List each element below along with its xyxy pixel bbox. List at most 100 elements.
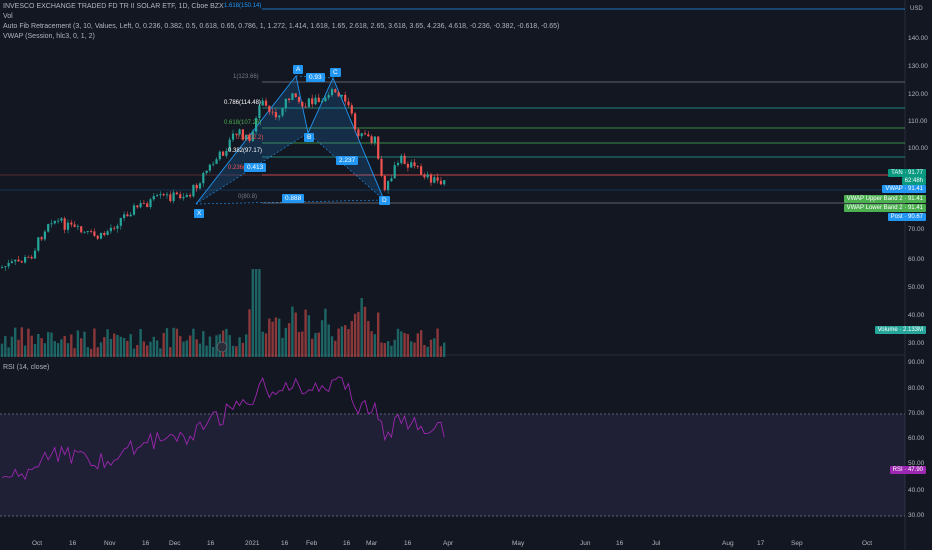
y-tick: 120.00 (908, 91, 928, 98)
currency-label[interactable]: USD (910, 6, 923, 12)
candle-body (354, 113, 357, 130)
volume-bar (429, 339, 433, 357)
volume-bar (10, 336, 14, 357)
point-c-label: C (330, 68, 341, 77)
x-tick: Dec (169, 540, 181, 547)
rsi-y-tick: 60.00 (908, 435, 925, 442)
legend-fib[interactable]: Auto Fib Retracement (3, 10, Values, Lef… (3, 23, 560, 30)
volume-bar (4, 336, 7, 357)
volume-bar (208, 336, 212, 357)
candle-body (439, 180, 442, 185)
candle-body (0, 267, 4, 269)
volume-bar (63, 336, 66, 357)
price-candles (0, 87, 446, 271)
volume-bar (149, 341, 152, 357)
fib-label-1618: 1.618(150.14) (224, 3, 262, 9)
rsi-y-tick: 90.00 (908, 359, 925, 366)
volume-bar (47, 332, 50, 357)
candle-body (228, 139, 231, 151)
volume-bar (423, 344, 426, 357)
candle-body (357, 129, 360, 137)
fib-label-0: 0(80.8) (238, 194, 258, 200)
volume-bar (155, 340, 159, 357)
volume-bar (433, 338, 436, 357)
x-tick: Sep (791, 540, 803, 547)
candle-body (291, 93, 294, 101)
volume-bar (281, 337, 284, 357)
volume-bar (60, 339, 63, 357)
volume-bar (271, 321, 274, 357)
candle-body (50, 223, 53, 225)
volume-bar (314, 332, 317, 357)
volume-bar (179, 336, 182, 357)
volume-bar (344, 325, 347, 357)
volume-bar (301, 331, 304, 357)
candle-body (274, 112, 277, 118)
candle-body (83, 231, 86, 233)
volume-bar (172, 327, 175, 357)
volume-bar (251, 269, 254, 357)
candle-body (119, 217, 122, 226)
candle-body (136, 205, 139, 208)
events-icon[interactable] (216, 341, 228, 353)
legend-vol[interactable]: Vol (3, 13, 13, 20)
candle-body (284, 98, 287, 109)
candle-body (294, 93, 297, 98)
volume-bar (169, 347, 172, 357)
rsi-tag: RSI · 47.90 (889, 466, 926, 474)
volume-bar (80, 338, 83, 357)
y-tick: 40.00 (908, 312, 925, 319)
volume-bar (20, 327, 23, 357)
candle-body (132, 205, 136, 215)
volume-bar (274, 317, 278, 357)
candle-body (436, 177, 439, 181)
volume-bar (340, 326, 344, 357)
volume-bar (377, 312, 380, 357)
point-x-label: X (194, 209, 205, 218)
rsi-title[interactable]: RSI (14, close) (3, 364, 50, 371)
volume-bar (56, 343, 60, 357)
volume-bar (307, 315, 311, 357)
candle-body (383, 175, 386, 191)
volume-bar (416, 333, 419, 357)
ratio-ab: 0.93 (306, 73, 325, 82)
candle-body (175, 192, 178, 195)
volume-bar (215, 335, 218, 357)
candle-body (215, 159, 218, 164)
volume-bar (363, 306, 367, 357)
volume-bar (106, 329, 109, 357)
volume-bar (86, 347, 89, 357)
y-tick: 30.00 (908, 340, 925, 347)
symbol-title[interactable]: INVESCO EXCHANGE TRADED FD TR II SOLAR E… (3, 3, 224, 10)
x-tick: Jul (652, 540, 661, 547)
volume-bar (83, 331, 86, 357)
volume-bar (50, 332, 53, 357)
candle-body (37, 237, 40, 251)
candle-body (390, 178, 393, 182)
candle-body (380, 158, 383, 176)
y-tick: 70.00 (908, 226, 925, 233)
post-tag: Post · 90.67 (887, 213, 926, 221)
candle-body (76, 226, 79, 228)
rsi-line (1, 376, 445, 481)
legend-vwap[interactable]: VWAP (Session, hlc3, 0, 1, 2) (3, 33, 95, 40)
candle-body (387, 181, 390, 191)
volume-bar (225, 328, 228, 357)
candle-body (347, 101, 350, 106)
candle-body (202, 173, 205, 184)
candle-body (129, 214, 132, 217)
volume-bar (202, 331, 205, 357)
x-tick: Apr (443, 540, 454, 547)
volume-bar (390, 345, 393, 357)
x-tick: 17 (757, 540, 765, 547)
candle-body (24, 256, 27, 263)
candle-body (189, 194, 192, 197)
rsi-y-tick: 40.00 (908, 487, 925, 494)
volume-bar (334, 340, 337, 357)
candle-body (103, 232, 106, 235)
rsi-y-tick: 70.00 (908, 410, 925, 417)
candle-body (297, 97, 301, 102)
volume-bar (17, 339, 20, 357)
countdown-tag: 62:48h (901, 177, 926, 185)
